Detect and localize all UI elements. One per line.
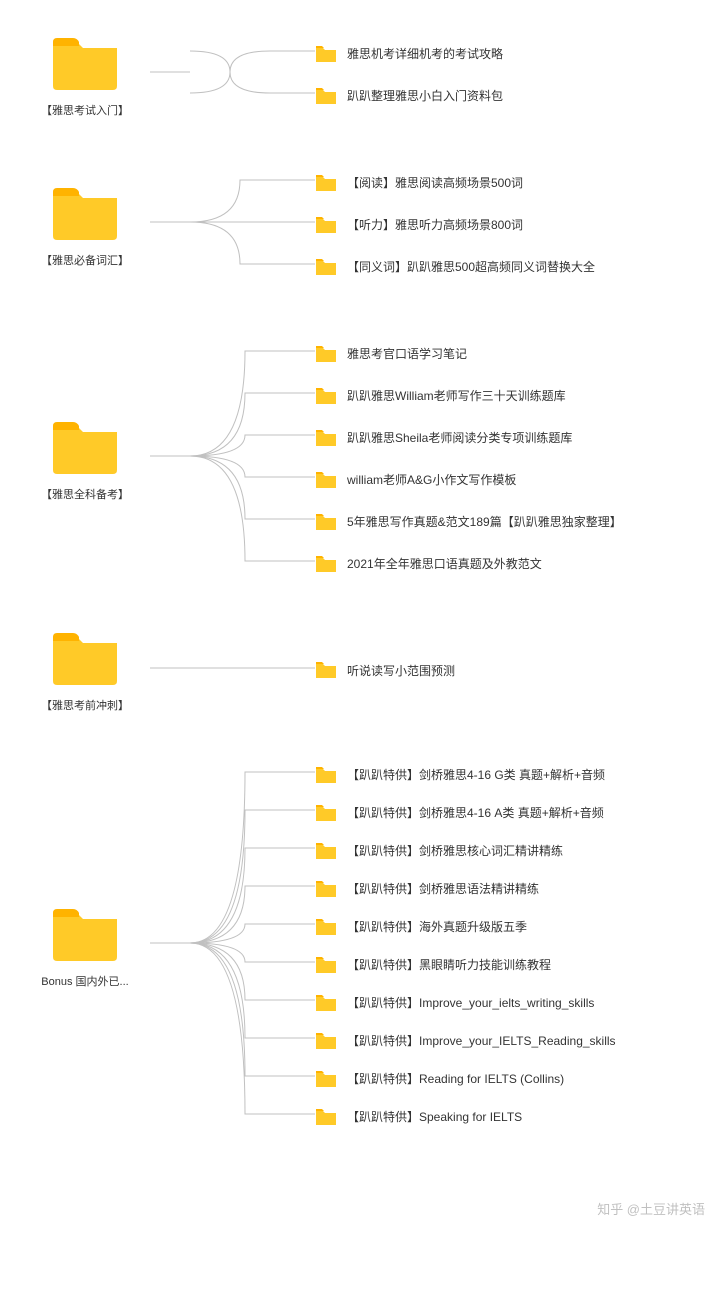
folder-icon	[315, 661, 337, 679]
folder-icon	[49, 903, 121, 961]
folder-icon	[315, 258, 337, 276]
child-item[interactable]: 雅思考官口语学习笔记	[315, 333, 622, 375]
children-list: 雅思考官口语学习笔记 趴趴雅思William老师写作三十天训练题库 趴趴雅思Sh…	[315, 333, 622, 585]
child-label: william老师A&G小作文写作模板	[347, 471, 516, 488]
child-label: 【阅读】雅思阅读高频场景500词	[347, 174, 523, 191]
child-item[interactable]: 趴趴整理雅思小白入门资料包	[315, 75, 503, 117]
folder-icon	[315, 387, 337, 405]
child-item[interactable]: 听说读写小范围预测	[315, 649, 455, 691]
folder-icon	[49, 182, 121, 240]
tree-section: 【雅思考前冲刺】 听说读写小范围预测	[20, 627, 700, 713]
child-label: 【趴趴特供】剑桥雅思核心词汇精讲精练	[347, 842, 563, 859]
parent-node[interactable]: 【雅思全科备考】	[20, 416, 150, 502]
folder-icon	[49, 627, 121, 685]
folder-icon	[315, 45, 337, 63]
folder-icon	[315, 87, 337, 105]
child-label: 趴趴整理雅思小白入门资料包	[347, 87, 503, 104]
child-label: 【趴趴特供】海外真题升级版五季	[347, 918, 527, 935]
parent-label: 【雅思考试入门】	[41, 102, 129, 118]
child-item[interactable]: william老师A&G小作文写作模板	[315, 459, 622, 501]
child-label: 【趴趴特供】黑眼睛听力技能训练教程	[347, 956, 551, 973]
children-list: 雅思机考详细机考的考试攻略 趴趴整理雅思小白入门资料包	[315, 33, 503, 117]
connector	[150, 753, 315, 1138]
tree-container: 【雅思考试入门】 雅思机考详细机考的考试攻略 趴趴整理雅思小白入门资料包 【雅思…	[0, 0, 720, 1228]
tree-section: 【雅思全科备考】 雅思考官口语学习笔记 趴趴雅思William老师写作三十天训练…	[20, 330, 700, 587]
child-item[interactable]: 【趴趴特供】Speaking for IELTS	[315, 1098, 616, 1136]
children-list: 【趴趴特供】剑桥雅思4-16 G类 真题+解析+音频 【趴趴特供】剑桥雅思4-1…	[315, 756, 616, 1136]
child-label: 趴趴雅思William老师写作三十天训练题库	[347, 387, 566, 404]
child-item[interactable]: 5年雅思写作真题&范文189篇【趴趴雅思独家整理】	[315, 501, 622, 543]
child-item[interactable]: 2021年全年雅思口语真题及外教范文	[315, 543, 622, 585]
folder-icon	[315, 766, 337, 784]
folder-icon	[315, 174, 337, 192]
child-item[interactable]: 【趴趴特供】Reading for IELTS (Collins)	[315, 1060, 616, 1098]
child-label: 雅思考官口语学习笔记	[347, 345, 467, 362]
child-item[interactable]: 【阅读】雅思阅读高频场景500词	[315, 162, 595, 204]
parent-label: 【雅思考前冲刺】	[41, 697, 129, 713]
child-item[interactable]: 【趴趴特供】Improve_your_IELTS_Reading_skills	[315, 1022, 616, 1060]
child-label: 2021年全年雅思口语真题及外教范文	[347, 555, 542, 572]
connector	[150, 647, 315, 694]
folder-icon	[315, 1032, 337, 1050]
parent-node[interactable]: 【雅思考试入门】	[20, 32, 150, 118]
child-label: 【趴趴特供】剑桥雅思4-16 G类 真题+解析+音频	[347, 766, 605, 783]
connector	[150, 330, 315, 587]
folder-icon	[315, 555, 337, 573]
child-label: 【同义词】趴趴雅思500超高频同义词替换大全	[347, 258, 595, 275]
parent-node[interactable]: 【雅思必备词汇】	[20, 182, 150, 268]
folder-icon	[315, 956, 337, 974]
children-list: 【阅读】雅思阅读高频场景500词 【听力】雅思听力高频场景800词 【同义词】趴…	[315, 162, 595, 288]
child-item[interactable]: 【趴趴特供】剑桥雅思4-16 A类 真题+解析+音频	[315, 794, 616, 832]
child-item[interactable]: 【趴趴特供】剑桥雅思核心词汇精讲精练	[315, 832, 616, 870]
child-label: 【趴趴特供】剑桥雅思4-16 A类 真题+解析+音频	[347, 804, 604, 821]
folder-icon	[315, 1070, 337, 1088]
folder-icon	[49, 32, 121, 90]
parent-node[interactable]: Bonus 国内外已...	[20, 903, 150, 989]
child-label: 【趴趴特供】Improve_your_ielts_writing_skills	[347, 994, 594, 1011]
child-label: 听说读写小范围预测	[347, 662, 455, 679]
child-item[interactable]: 【听力】雅思听力高频场景800词	[315, 204, 595, 246]
watermark: 知乎 @土豆讲英语	[597, 1199, 705, 1218]
child-item[interactable]: 【趴趴特供】黑眼睛听力技能训练教程	[315, 946, 616, 984]
child-label: 【趴趴特供】Improve_your_IELTS_Reading_skills	[347, 1032, 616, 1049]
parent-node[interactable]: 【雅思考前冲刺】	[20, 627, 150, 713]
connector	[150, 159, 315, 290]
parent-label: Bonus 国内外已...	[41, 973, 128, 989]
child-label: 【趴趴特供】Reading for IELTS (Collins)	[347, 1070, 564, 1087]
folder-icon	[315, 216, 337, 234]
parent-label: 【雅思必备词汇】	[41, 252, 129, 268]
folder-icon	[315, 429, 337, 447]
child-label: 趴趴雅思Sheila老师阅读分类专项训练题库	[347, 429, 572, 446]
folder-icon	[315, 471, 337, 489]
child-label: 雅思机考详细机考的考试攻略	[347, 45, 503, 62]
tree-section: 【雅思考试入门】 雅思机考详细机考的考试攻略 趴趴整理雅思小白入门资料包	[20, 30, 700, 119]
child-label: 【听力】雅思听力高频场景800词	[347, 216, 523, 233]
child-item[interactable]: 【趴趴特供】Improve_your_ielts_writing_skills	[315, 984, 616, 1022]
child-item[interactable]: 【同义词】趴趴雅思500超高频同义词替换大全	[315, 246, 595, 288]
parent-label: 【雅思全科备考】	[41, 486, 129, 502]
folder-icon	[315, 994, 337, 1012]
folder-icon	[315, 513, 337, 531]
connector	[150, 30, 315, 119]
child-item[interactable]: 趴趴雅思Sheila老师阅读分类专项训练题库	[315, 417, 622, 459]
folder-icon	[315, 842, 337, 860]
children-list: 听说读写小范围预测	[315, 649, 455, 691]
child-label: 5年雅思写作真题&范文189篇【趴趴雅思独家整理】	[347, 513, 622, 530]
child-label: 【趴趴特供】剑桥雅思语法精讲精练	[347, 880, 539, 897]
tree-section: Bonus 国内外已... 【趴趴特供】剑桥雅思4-16 G类 真题+解析+音频…	[20, 753, 700, 1138]
folder-icon	[315, 1108, 337, 1126]
tree-section: 【雅思必备词汇】 【阅读】雅思阅读高频场景500词 【听力】雅思听力高频场景80…	[20, 159, 700, 290]
folder-icon	[315, 918, 337, 936]
folder-icon	[315, 345, 337, 363]
child-item[interactable]: 【趴趴特供】海外真题升级版五季	[315, 908, 616, 946]
folder-icon	[315, 804, 337, 822]
folder-icon	[49, 416, 121, 474]
child-item[interactable]: 【趴趴特供】剑桥雅思语法精讲精练	[315, 870, 616, 908]
child-item[interactable]: 趴趴雅思William老师写作三十天训练题库	[315, 375, 622, 417]
child-item[interactable]: 雅思机考详细机考的考试攻略	[315, 33, 503, 75]
child-item[interactable]: 【趴趴特供】剑桥雅思4-16 G类 真题+解析+音频	[315, 756, 616, 794]
child-label: 【趴趴特供】Speaking for IELTS	[347, 1108, 522, 1125]
folder-icon	[315, 880, 337, 898]
